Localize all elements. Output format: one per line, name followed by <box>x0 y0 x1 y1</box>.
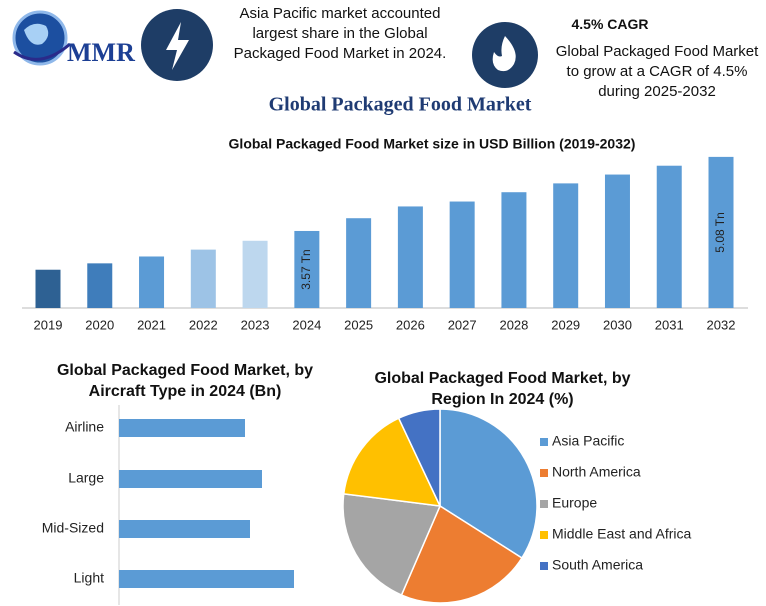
pie-slice <box>342 417 442 507</box>
legend-label: North America <box>552 464 641 480</box>
x-tick-label: 2020 <box>85 317 114 332</box>
bar <box>35 269 61 308</box>
x-tick-label: 2028 <box>499 317 528 332</box>
value-label: 3.57 Tn <box>299 249 313 289</box>
x-tick-label: 2029 <box>551 317 580 332</box>
bar <box>656 165 682 308</box>
bar <box>501 192 527 308</box>
bar <box>449 201 475 308</box>
legend-label: Asia Pacific <box>552 433 624 449</box>
legend-swatch <box>540 500 548 508</box>
x-tick-label: 2032 <box>707 317 736 332</box>
x-tick-label: 2027 <box>448 317 477 332</box>
bar <box>397 206 423 308</box>
x-tick-label: 2026 <box>396 317 425 332</box>
y-tick-label: Light <box>74 570 104 586</box>
legend-swatch <box>540 531 548 539</box>
lightning-icon <box>141 9 213 81</box>
y-tick-label: Large <box>68 470 104 486</box>
x-tick-label: 2024 <box>292 317 321 332</box>
pie-title: Global Packaged Food Market, by Region I… <box>374 370 631 408</box>
pie-slice <box>397 408 441 507</box>
bar <box>708 156 734 308</box>
x-tick-label: 2031 <box>655 317 684 332</box>
legend-swatch <box>540 469 548 477</box>
bar <box>119 520 250 538</box>
hbar-title: Global Packaged Food Market, by Aircraft… <box>56 362 314 400</box>
bar <box>190 249 216 308</box>
pie-slice <box>342 493 442 597</box>
value-label: 5.08 Tn <box>713 212 727 252</box>
bar <box>119 419 245 437</box>
bar <box>294 230 320 308</box>
bar <box>119 470 262 488</box>
bar <box>553 183 579 308</box>
legend-label: Europe <box>552 495 597 511</box>
pie-slice <box>400 504 523 604</box>
x-tick-label: 2022 <box>189 317 218 332</box>
bar <box>87 263 113 308</box>
cagr-text: Global Packaged Food Market to grow at a… <box>555 43 759 100</box>
y-tick-label: Airline <box>65 419 104 435</box>
bar <box>119 570 294 588</box>
legend-swatch <box>540 562 548 570</box>
x-tick-label: 2025 <box>344 317 373 332</box>
bar <box>139 256 165 308</box>
share-text: Asia Pacific market accounted largest sh… <box>233 5 447 62</box>
chart-title: Global Packaged Food Market size in USD … <box>229 136 636 152</box>
x-tick-label: 2023 <box>241 317 270 332</box>
logo-text: MMR <box>67 38 135 67</box>
bar <box>346 218 372 308</box>
flame-icon <box>472 22 538 88</box>
x-tick-label: 2019 <box>34 317 63 332</box>
legend-swatch <box>540 438 548 446</box>
x-tick-label: 2030 <box>603 317 632 332</box>
bar <box>242 240 268 308</box>
logo-globe <box>12 10 71 66</box>
y-tick-label: Mid-Sized <box>42 520 104 536</box>
x-tick-label: 2021 <box>137 317 166 332</box>
legend-label: South America <box>552 557 643 573</box>
main-title: Global Packaged Food Market <box>269 94 532 116</box>
cagr-title: 4.5% CAGR <box>571 16 649 32</box>
legend-label: Middle East and Africa <box>552 526 692 542</box>
bar <box>604 174 630 308</box>
